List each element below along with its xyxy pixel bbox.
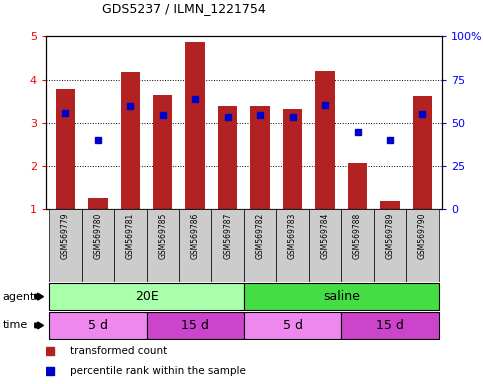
Bar <box>244 283 439 310</box>
Bar <box>218 106 238 209</box>
Text: 20E: 20E <box>135 290 158 303</box>
Text: GSM569789: GSM569789 <box>385 213 395 259</box>
Text: time: time <box>2 320 28 331</box>
Bar <box>185 42 205 209</box>
Bar <box>380 201 400 209</box>
Text: 5 d: 5 d <box>88 319 108 332</box>
Text: GSM569785: GSM569785 <box>158 213 167 259</box>
Text: GSM569788: GSM569788 <box>353 213 362 259</box>
Bar <box>82 209 114 282</box>
Text: GSM569786: GSM569786 <box>191 213 199 259</box>
Bar <box>153 95 172 209</box>
Bar <box>413 96 432 209</box>
Bar <box>250 106 270 209</box>
Bar <box>283 109 302 209</box>
Text: GSM569783: GSM569783 <box>288 213 297 259</box>
Bar <box>406 209 439 282</box>
Bar <box>309 209 341 282</box>
Text: saline: saline <box>323 290 360 303</box>
Text: 15 d: 15 d <box>181 319 209 332</box>
Bar <box>114 209 146 282</box>
Bar <box>348 163 367 209</box>
Text: transformed count: transformed count <box>70 346 167 356</box>
Bar <box>121 72 140 209</box>
Bar <box>212 209 244 282</box>
Bar <box>146 312 244 339</box>
Text: agent: agent <box>2 291 35 302</box>
Text: GSM569782: GSM569782 <box>256 213 265 259</box>
Bar <box>49 283 244 310</box>
Bar <box>49 312 146 339</box>
Bar <box>276 209 309 282</box>
Text: 15 d: 15 d <box>376 319 404 332</box>
Bar <box>374 209 406 282</box>
Bar <box>49 209 82 282</box>
Bar <box>244 312 341 339</box>
Text: GSM569780: GSM569780 <box>93 213 102 259</box>
Text: percentile rank within the sample: percentile rank within the sample <box>70 366 245 376</box>
Bar <box>88 199 108 209</box>
Text: GSM569787: GSM569787 <box>223 213 232 259</box>
Text: 5 d: 5 d <box>283 319 303 332</box>
Bar <box>146 209 179 282</box>
Text: GSM569781: GSM569781 <box>126 213 135 259</box>
Bar <box>341 312 439 339</box>
Text: GDS5237 / ILMN_1221754: GDS5237 / ILMN_1221754 <box>101 2 266 15</box>
Text: GSM569784: GSM569784 <box>321 213 329 259</box>
Bar <box>244 209 276 282</box>
Bar <box>341 209 374 282</box>
Bar <box>315 71 335 209</box>
Text: GSM569790: GSM569790 <box>418 213 427 260</box>
Bar <box>56 89 75 209</box>
Bar <box>179 209 212 282</box>
Text: GSM569779: GSM569779 <box>61 213 70 260</box>
